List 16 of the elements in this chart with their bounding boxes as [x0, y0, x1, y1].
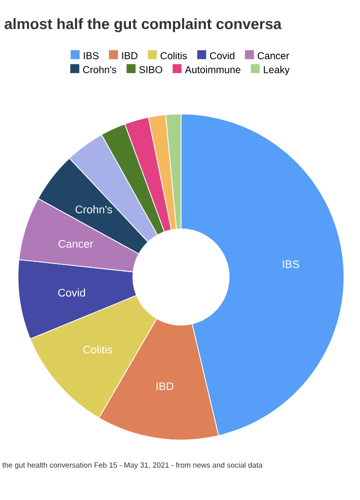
legend-label: Covid	[210, 52, 234, 60]
legend-label: Autoimmune	[184, 66, 240, 74]
slice-label: Covid	[58, 288, 85, 297]
slice-label: Crohn's	[76, 205, 112, 214]
legend-label: Leaky	[264, 66, 290, 76]
legend-label: SIBO	[139, 66, 162, 74]
slice-label: IBS	[282, 260, 300, 268]
slice-label: Colitis	[83, 345, 112, 354]
legend-label: Colitis	[160, 52, 187, 60]
legend-label: IBS	[84, 52, 99, 60]
legend-label: IBD	[122, 52, 138, 60]
slice-label: Cancer	[58, 240, 94, 248]
legend-label: Cancer	[258, 52, 290, 60]
slice-label: IBD	[156, 382, 174, 390]
chart-title: almost half the gut complaint conversa	[4, 18, 282, 32]
legend-label: Crohn's	[83, 66, 116, 74]
